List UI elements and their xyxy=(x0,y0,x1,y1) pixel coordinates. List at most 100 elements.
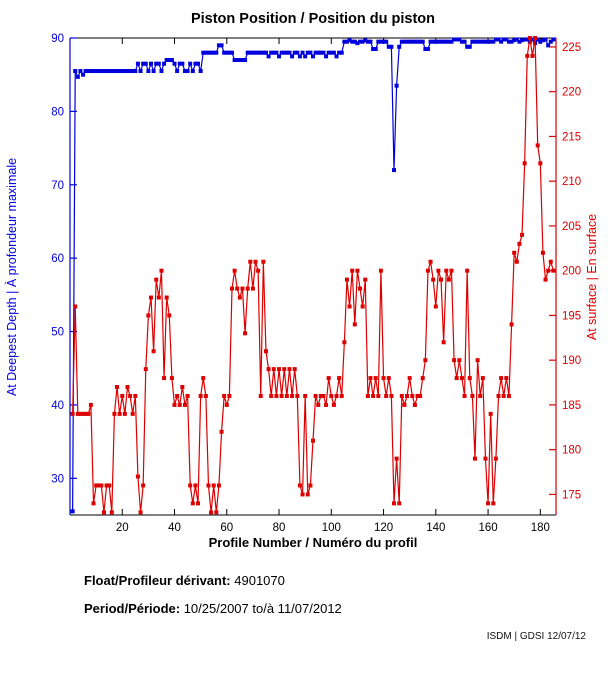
data-point xyxy=(277,367,282,372)
data-point xyxy=(433,39,438,44)
data-point xyxy=(412,402,417,407)
data-point xyxy=(520,38,525,43)
data-point xyxy=(360,39,365,44)
y-left-tick-label: 40 xyxy=(51,400,64,412)
data-point xyxy=(540,38,545,43)
data-point xyxy=(219,429,224,434)
data-point xyxy=(444,268,449,273)
data-point xyxy=(282,50,287,55)
y-right-tick-label: 210 xyxy=(562,176,581,188)
data-point xyxy=(138,69,143,74)
data-point xyxy=(271,367,276,372)
data-point xyxy=(473,39,477,44)
data-point xyxy=(303,54,308,59)
data-point xyxy=(70,411,75,416)
data-point xyxy=(209,50,214,55)
data-point xyxy=(457,37,462,42)
data-point xyxy=(172,402,177,407)
data-point xyxy=(266,367,271,372)
data-point xyxy=(107,483,112,488)
data-point xyxy=(326,376,331,381)
data-point xyxy=(243,58,248,63)
data-point xyxy=(480,39,485,44)
data-point xyxy=(109,69,114,74)
data-point xyxy=(347,38,352,43)
data-point xyxy=(392,501,396,506)
x-tick-label: 20 xyxy=(116,522,129,534)
data-point xyxy=(433,304,438,309)
data-point xyxy=(138,510,143,515)
data-point xyxy=(120,393,125,398)
data-point xyxy=(386,376,391,381)
data-point xyxy=(154,61,159,66)
data-point xyxy=(431,39,436,44)
data-point xyxy=(175,393,180,398)
data-point xyxy=(112,411,117,416)
data-point xyxy=(99,69,104,74)
data-point xyxy=(253,50,258,55)
data-point xyxy=(135,474,140,479)
data-point xyxy=(196,61,201,66)
data-point xyxy=(311,54,315,59)
data-point xyxy=(297,54,302,59)
data-point xyxy=(384,393,389,398)
data-point xyxy=(501,393,506,398)
data-point xyxy=(81,411,86,416)
data-point xyxy=(480,376,485,381)
data-point xyxy=(112,69,117,74)
data-point xyxy=(473,456,477,461)
data-point xyxy=(162,61,167,66)
data-point xyxy=(311,438,315,443)
data-point xyxy=(164,295,169,300)
data-point xyxy=(188,483,193,488)
data-point xyxy=(78,411,83,416)
data-point xyxy=(425,268,430,273)
data-point xyxy=(342,340,347,345)
y-right-tick-label: 195 xyxy=(562,310,581,322)
data-point xyxy=(313,50,318,55)
data-point xyxy=(117,69,122,74)
data-point xyxy=(141,483,146,488)
data-point xyxy=(352,39,357,44)
data-point xyxy=(219,43,224,48)
data-point xyxy=(240,58,245,63)
data-point xyxy=(394,456,399,461)
data-point xyxy=(146,69,151,74)
data-point xyxy=(538,161,543,166)
data-point xyxy=(475,39,480,44)
data-point xyxy=(412,39,417,44)
data-point xyxy=(386,44,391,49)
data-point xyxy=(324,402,329,407)
data-point xyxy=(394,83,399,88)
data-point xyxy=(258,393,263,398)
data-point xyxy=(284,393,289,398)
data-point xyxy=(300,492,305,497)
data-point xyxy=(149,61,153,66)
data-point xyxy=(499,39,504,44)
y-right-tick-label: 205 xyxy=(562,221,581,233)
data-point xyxy=(423,358,428,363)
data-point xyxy=(517,39,522,44)
data-point xyxy=(405,393,410,398)
x-tick-label: 120 xyxy=(374,522,393,534)
data-point xyxy=(96,483,101,488)
data-point xyxy=(159,268,164,273)
data-point xyxy=(454,376,459,381)
data-point xyxy=(337,376,342,381)
data-point xyxy=(538,39,543,44)
data-point xyxy=(154,277,159,282)
data-point xyxy=(546,43,551,48)
data-point xyxy=(350,268,355,273)
data-point xyxy=(214,50,219,55)
data-point xyxy=(159,69,164,74)
data-point xyxy=(209,510,214,515)
y-right-tick-label: 220 xyxy=(562,87,581,99)
data-point xyxy=(169,58,174,63)
data-point xyxy=(533,36,538,40)
data-point xyxy=(318,50,323,55)
data-point xyxy=(324,54,329,59)
y-axis-left-label: At Deepest Depth | À profondeur maximale xyxy=(4,158,19,396)
data-point xyxy=(230,286,234,291)
data-point xyxy=(454,37,459,42)
data-point xyxy=(88,402,93,407)
